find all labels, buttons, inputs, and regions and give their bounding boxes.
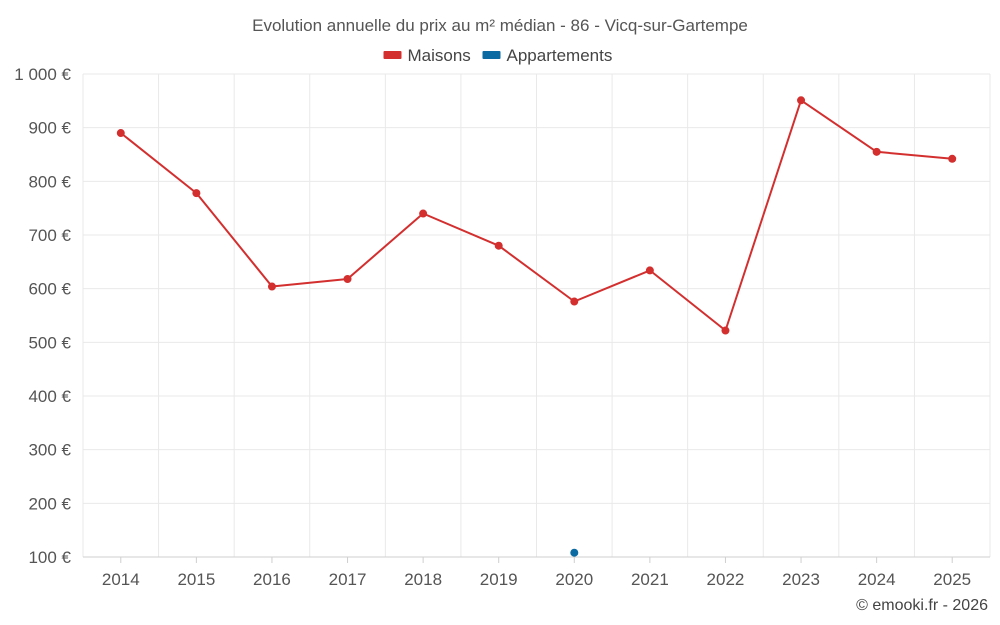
x-tick-label: 2025	[933, 570, 971, 589]
credit-text: © emooki.fr - 2026	[856, 597, 988, 614]
data-point	[192, 189, 201, 198]
x-tick-label: 2017	[329, 570, 367, 589]
x-tick-label: 2024	[858, 570, 896, 589]
chart-legend: Maisons Appartements	[383, 46, 613, 65]
y-tick-label: 900 €	[28, 119, 71, 138]
legend-swatch	[482, 51, 501, 59]
data-point	[570, 548, 579, 557]
series-appartements	[570, 548, 579, 557]
x-tick-label: 2018	[404, 570, 442, 589]
y-tick-label: 600 €	[28, 280, 71, 299]
y-tick-label: 300 €	[28, 441, 71, 460]
y-tick-label: 200 €	[28, 494, 71, 513]
legend-swatch	[383, 51, 402, 59]
x-tick-label: 2023	[782, 570, 820, 589]
chart-series	[116, 96, 957, 557]
y-tick-label: 100 €	[28, 548, 71, 567]
y-tick-label: 700 €	[28, 226, 71, 245]
x-tick-label: 2014	[102, 570, 140, 589]
series-maisons	[116, 96, 957, 335]
chart-grid	[82, 73, 991, 557]
y-tick-label: 400 €	[28, 387, 71, 406]
series-line	[120, 99, 953, 332]
data-point	[494, 241, 503, 250]
chart-axes: 100 € 200 € 300 € 400 € 500 € 600 € 700 € 800 €…	[14, 65, 990, 589]
x-tick-label: 2020	[555, 570, 593, 589]
y-tick-label: 500 €	[28, 333, 71, 352]
data-point	[116, 129, 125, 138]
data-point	[872, 147, 881, 156]
data-point	[948, 154, 957, 163]
data-point	[645, 266, 654, 275]
data-point	[419, 209, 428, 218]
x-tick-label: 2016	[253, 570, 291, 589]
y-tick-label: 800 €	[28, 172, 71, 191]
x-tick-label: 2022	[707, 570, 745, 589]
data-point	[570, 297, 579, 306]
data-point	[343, 275, 352, 284]
legend-label: Appartements	[507, 46, 613, 65]
x-tick-label: 2019	[480, 570, 518, 589]
y-tick-label: 1 000 €	[14, 65, 71, 84]
x-tick-label: 2021	[631, 570, 669, 589]
legend-label: Maisons	[408, 46, 471, 65]
data-point	[267, 282, 276, 291]
data-point	[721, 326, 730, 335]
chart-title: Evolution annuelle du prix au m² médian …	[252, 16, 748, 35]
x-tick-label: 2015	[177, 570, 215, 589]
data-point	[797, 96, 806, 105]
